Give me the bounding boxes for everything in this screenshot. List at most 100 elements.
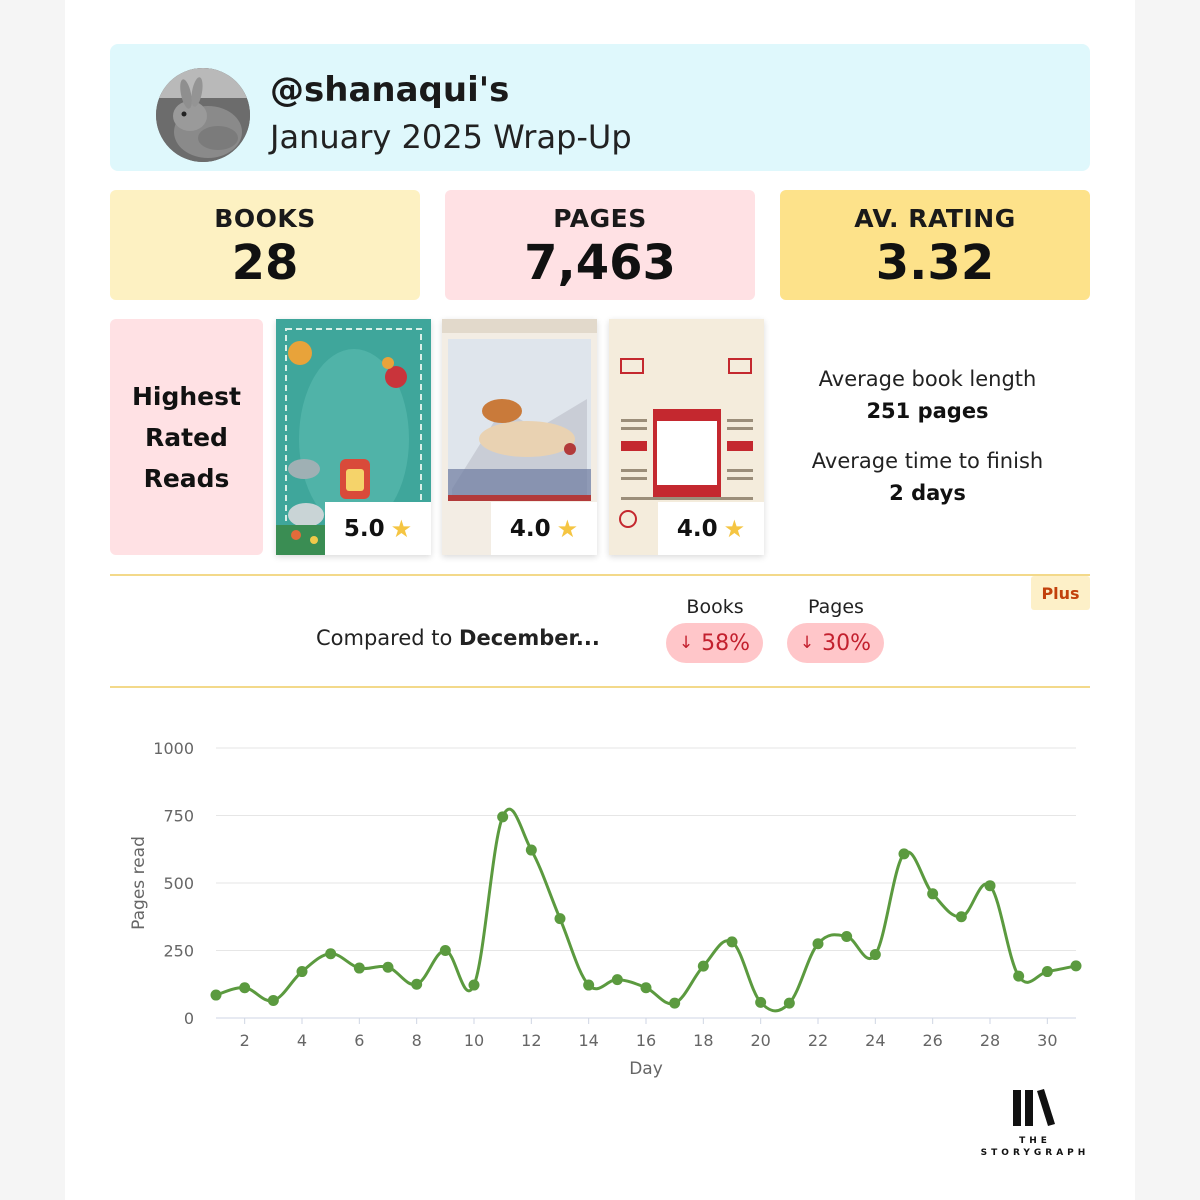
pages-stat-value: 7,463 xyxy=(524,235,676,291)
x-tick-label: 4 xyxy=(297,1031,307,1050)
divider-bottom xyxy=(110,686,1090,688)
wrap-up-header: @shanaqui's January 2025 Wrap-Up xyxy=(110,44,1090,171)
pages-stat-label: PAGES xyxy=(553,204,647,233)
data-point xyxy=(640,982,652,994)
x-tick-label: 30 xyxy=(1037,1031,1057,1050)
x-tick-label: 2 xyxy=(240,1031,250,1050)
data-point xyxy=(296,966,308,978)
data-point xyxy=(210,989,222,1001)
pages-change-value: 30% xyxy=(822,630,872,656)
data-point xyxy=(439,945,451,956)
data-point xyxy=(755,996,767,1008)
average-length-value: 251 pages xyxy=(866,399,989,423)
data-point xyxy=(669,997,681,1009)
y-tick-label: 250 xyxy=(163,942,194,961)
pages-compare-label: Pages xyxy=(808,596,864,618)
data-point xyxy=(325,948,337,960)
data-point xyxy=(869,949,881,961)
y-tick-label: 750 xyxy=(163,807,194,826)
storygraph-logo-icon xyxy=(1013,1089,1055,1126)
data-point xyxy=(1070,960,1082,972)
book-rating-3-value: 4.0 xyxy=(676,515,718,542)
wrap-up-title: January 2025 Wrap-Up xyxy=(270,118,632,156)
comparison-text: Compared to December... xyxy=(316,626,600,650)
x-tick-label: 14 xyxy=(578,1031,598,1050)
data-point xyxy=(726,936,738,948)
series-line xyxy=(215,807,1077,1013)
logo-word-the: THE xyxy=(1019,1136,1051,1146)
data-point xyxy=(525,844,537,856)
data-point xyxy=(841,930,853,942)
divider-top xyxy=(110,574,1090,576)
pages-stat: PAGES 7,463 xyxy=(445,190,755,300)
data-point xyxy=(239,982,251,994)
average-finish-label: Average time to finish xyxy=(811,449,1044,473)
data-point xyxy=(411,978,423,990)
y-tick-label: 0 xyxy=(184,1009,194,1028)
highest-rated-line1: Highest xyxy=(132,381,241,411)
data-point xyxy=(1013,970,1025,982)
teller-cover-art-icon xyxy=(276,319,431,555)
plus-badge[interactable]: Plus xyxy=(1031,576,1090,610)
books-stat-label: BOOKS xyxy=(214,204,316,233)
star-icon: ★ xyxy=(390,514,413,543)
data-point xyxy=(812,938,824,950)
x-tick-label: 28 xyxy=(980,1031,1000,1050)
star-icon: ★ xyxy=(723,514,746,543)
x-tick-label: 24 xyxy=(865,1031,885,1050)
rating-stat: AV. RATING 3.32 xyxy=(780,190,1090,300)
x-tick-label: 10 xyxy=(464,1031,484,1050)
data-point xyxy=(984,880,996,892)
books-stat: BOOKS 28 xyxy=(110,190,420,300)
average-length-label: Average book length xyxy=(818,367,1037,391)
pages-change-badge: ↓ 30% xyxy=(787,623,884,663)
data-point xyxy=(697,960,709,972)
books-stat-value: 28 xyxy=(231,235,299,291)
rating-stat-value: 3.32 xyxy=(875,235,995,291)
data-point xyxy=(267,994,279,1006)
highest-rated-line3: Reads xyxy=(143,463,230,493)
y-axis-label: Pages read xyxy=(129,836,149,930)
book-cover-1[interactable]: 5.0 ★ xyxy=(276,319,431,555)
books-compare-label: Books xyxy=(686,596,744,618)
book-rating-2: 4.0 ★ xyxy=(491,502,597,555)
storygraph-logo[interactable]: THE STORYGRAPH xyxy=(980,1088,1090,1158)
data-point xyxy=(497,811,509,823)
highest-rated-line2: Rated xyxy=(145,422,228,452)
data-point xyxy=(554,913,566,925)
average-length: Average book length 251 pages xyxy=(780,367,1075,423)
books-change-value: 58% xyxy=(701,630,751,656)
book-cover-3[interactable]: 4.0 ★ xyxy=(609,319,764,555)
data-point xyxy=(468,979,480,991)
arrow-down-icon: ↓ xyxy=(799,633,815,653)
arrow-down-icon: ↓ xyxy=(678,633,694,653)
x-tick-label: 26 xyxy=(922,1031,942,1050)
data-point xyxy=(955,911,967,923)
average-finish: Average time to finish 2 days xyxy=(780,449,1075,505)
data-point xyxy=(382,961,394,973)
book-cover-2[interactable]: 4.0 ★ xyxy=(442,319,597,555)
book-rating-1-value: 5.0 xyxy=(343,515,385,542)
star-icon: ★ xyxy=(556,514,579,543)
book-rating-1: 5.0 ★ xyxy=(325,502,431,555)
comparison-prefix: Compared to xyxy=(316,626,460,650)
x-tick-label: 16 xyxy=(636,1031,656,1050)
logo-word-storygraph: STORYGRAPH xyxy=(980,1148,1090,1158)
data-point xyxy=(611,974,623,986)
data-point xyxy=(927,888,939,900)
highest-rated-heading: Highest Rated Reads xyxy=(110,319,263,555)
x-tick-label: 18 xyxy=(693,1031,713,1050)
data-point xyxy=(1041,966,1053,978)
y-tick-label: 500 xyxy=(163,874,194,893)
data-point xyxy=(898,848,910,860)
books-change-badge: ↓ 58% xyxy=(666,623,763,663)
user-handle: @shanaqui's xyxy=(270,70,510,110)
data-point xyxy=(783,997,795,1009)
x-tick-label: 22 xyxy=(808,1031,828,1050)
x-axis-label: Day xyxy=(629,1059,663,1079)
avatar xyxy=(156,68,250,162)
book-rating-3: 4.0 ★ xyxy=(658,502,764,555)
comparison-month: December... xyxy=(459,626,600,650)
x-tick-label: 6 xyxy=(354,1031,364,1050)
